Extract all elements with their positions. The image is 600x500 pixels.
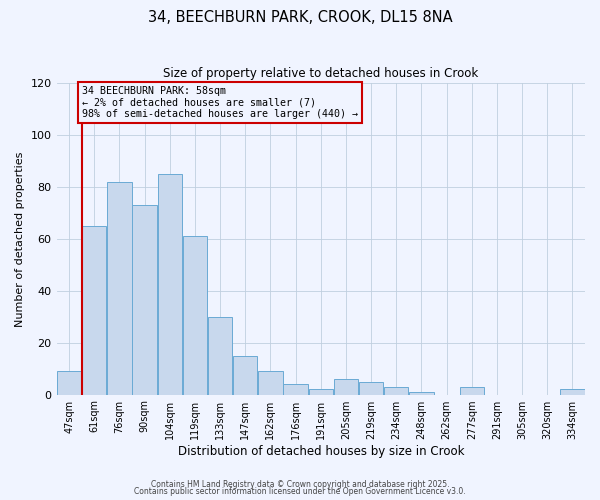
Bar: [308, 390, 333, 394]
Bar: [359, 382, 383, 394]
Bar: [82, 226, 106, 394]
Text: 34, BEECHBURN PARK, CROOK, DL15 8NA: 34, BEECHBURN PARK, CROOK, DL15 8NA: [148, 10, 452, 25]
Text: 34 BEECHBURN PARK: 58sqm
← 2% of detached houses are smaller (7)
98% of semi-det: 34 BEECHBURN PARK: 58sqm ← 2% of detache…: [82, 86, 358, 119]
X-axis label: Distribution of detached houses by size in Crook: Distribution of detached houses by size …: [178, 444, 464, 458]
Bar: [233, 356, 257, 395]
Bar: [334, 379, 358, 394]
Bar: [133, 205, 157, 394]
Bar: [560, 390, 584, 394]
Bar: [283, 384, 308, 394]
Title: Size of property relative to detached houses in Crook: Size of property relative to detached ho…: [163, 68, 478, 80]
Bar: [384, 387, 409, 394]
Y-axis label: Number of detached properties: Number of detached properties: [15, 151, 25, 326]
Bar: [158, 174, 182, 394]
Bar: [183, 236, 207, 394]
Text: Contains public sector information licensed under the Open Government Licence v3: Contains public sector information licen…: [134, 487, 466, 496]
Bar: [460, 387, 484, 394]
Bar: [107, 182, 131, 394]
Bar: [208, 316, 232, 394]
Text: Contains HM Land Registry data © Crown copyright and database right 2025.: Contains HM Land Registry data © Crown c…: [151, 480, 449, 489]
Bar: [57, 371, 82, 394]
Bar: [409, 392, 434, 394]
Bar: [258, 371, 283, 394]
